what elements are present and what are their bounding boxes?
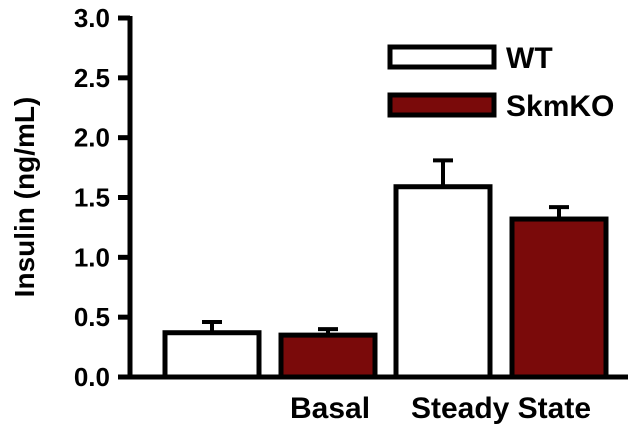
bar-wt-steady-state [393,184,493,380]
legend-label-skmko: SkmKO [506,90,614,123]
y-tick-label: 1.5 [74,183,110,213]
legend-swatch-skmko [387,92,497,118]
error-bars [202,158,569,336]
y-tick-label: 2.5 [74,63,110,93]
y-tick-label: 3.0 [74,3,110,33]
legend-label-wt: WT [506,42,553,75]
x-category-labels: Basal Steady State [290,392,591,425]
y-axis-title: Insulin (ng/mL) [9,97,40,298]
bar-skmko-steady-state [509,216,609,380]
bar-wt-basal [162,330,262,380]
legend-swatch-wt [387,44,497,70]
bars [162,184,609,380]
y-tick-label: 1.0 [74,242,110,272]
y-tick-label: 2.0 [74,123,110,153]
x-category-label: Steady State [411,392,591,425]
x-category-label: Basal [290,392,370,425]
y-tick-label: 0.5 [74,302,110,332]
y-ticks: 0.0 0.5 1.0 1.5 2.0 2.5 3.0 [74,3,130,392]
y-tick-label: 0.0 [74,362,110,392]
bar-skmko-basal [278,332,378,380]
legend: WT SkmKO [387,42,614,123]
